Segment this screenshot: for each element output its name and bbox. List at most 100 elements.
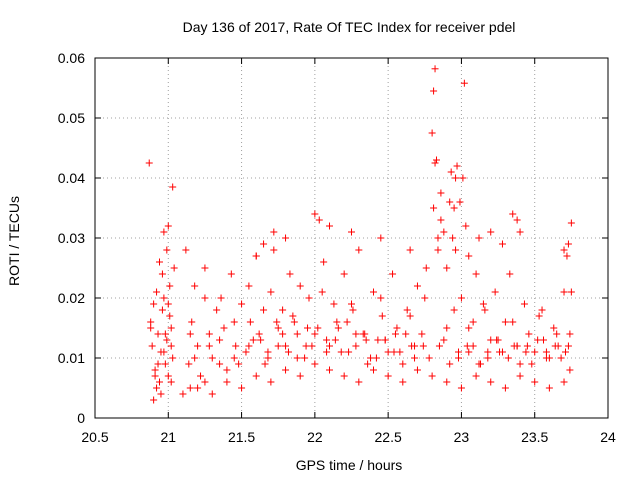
- data-point: [249, 336, 257, 344]
- data-point: [154, 330, 162, 338]
- data-point: [421, 294, 429, 302]
- data-point: [377, 294, 385, 302]
- data-point: [252, 252, 260, 260]
- x-tick-labels: 20.5 21 21.5 22 22.5 23 23.5 24: [81, 429, 616, 445]
- data-point: [399, 360, 407, 368]
- x-tick-label: 23: [454, 429, 470, 445]
- data-point: [540, 336, 548, 344]
- data-point: [498, 348, 506, 356]
- data-point: [337, 348, 345, 356]
- data-point: [326, 366, 334, 374]
- data-point: [563, 252, 571, 260]
- data-point: [487, 336, 495, 344]
- data-point: [179, 390, 187, 398]
- data-point: [330, 300, 338, 308]
- data-point: [274, 342, 282, 350]
- data-point: [535, 312, 543, 320]
- data-point: [440, 228, 448, 236]
- data-point: [289, 312, 297, 320]
- data-point: [155, 258, 163, 266]
- data-point: [545, 384, 553, 392]
- data-point: [460, 79, 468, 87]
- data-point: [217, 294, 225, 302]
- data-point: [389, 270, 397, 278]
- data-point: [520, 300, 528, 308]
- data-point: [166, 312, 174, 320]
- data-point: [516, 360, 524, 368]
- data-point: [362, 336, 370, 344]
- data-point: [465, 252, 473, 260]
- data-point: [567, 219, 575, 227]
- data-point: [274, 324, 282, 332]
- data-point: [393, 324, 401, 332]
- y-tick-label: 0.05: [58, 110, 85, 126]
- data-point: [428, 372, 436, 380]
- data-point: [564, 342, 572, 350]
- data-point: [161, 360, 169, 368]
- data-point: [293, 354, 301, 362]
- data-point: [425, 354, 433, 362]
- data-point: [440, 336, 448, 344]
- data-point: [279, 330, 287, 338]
- data-point: [422, 264, 430, 272]
- data-point: [340, 270, 348, 278]
- data-point: [230, 354, 238, 362]
- data-point: [484, 354, 492, 362]
- data-point: [431, 65, 439, 73]
- data-point: [525, 330, 533, 338]
- data-point: [323, 336, 331, 344]
- data-point: [186, 384, 194, 392]
- data-point: [567, 288, 575, 296]
- data-point: [352, 330, 360, 338]
- data-point: [167, 342, 175, 350]
- data-point: [284, 348, 292, 356]
- x-tick-label: 23.5: [521, 429, 548, 445]
- data-point: [227, 270, 235, 278]
- data-point: [560, 288, 568, 296]
- data-point: [326, 222, 334, 230]
- data-point: [238, 384, 246, 392]
- data-point: [282, 342, 290, 350]
- data-point: [160, 228, 168, 236]
- data-point: [273, 318, 281, 326]
- data-point: [406, 246, 414, 254]
- data-point: [506, 270, 514, 278]
- data-point: [513, 216, 521, 224]
- data-point: [352, 342, 360, 350]
- data-point: [349, 306, 357, 314]
- data-point: [161, 330, 169, 338]
- data-point: [333, 318, 341, 326]
- data-point: [270, 228, 278, 236]
- data-point: [509, 210, 517, 218]
- data-point: [434, 234, 442, 242]
- data-point: [542, 354, 550, 362]
- data-point: [454, 348, 462, 356]
- data-point: [264, 354, 272, 362]
- data-point: [434, 246, 442, 254]
- data-point: [185, 360, 193, 368]
- data-point: [453, 162, 461, 170]
- data-point: [443, 324, 451, 332]
- data-point: [315, 216, 323, 224]
- data-point: [182, 246, 190, 254]
- data-point: [542, 348, 550, 356]
- data-point: [223, 366, 231, 374]
- data-point: [435, 342, 443, 350]
- data-point: [164, 222, 172, 230]
- data-point: [238, 300, 246, 308]
- data-point: [223, 378, 231, 386]
- x-axis-label: GPS time / hours: [296, 457, 403, 473]
- data-point: [151, 372, 159, 380]
- data-point: [148, 342, 156, 350]
- data-point: [437, 189, 445, 197]
- data-point: [377, 234, 385, 242]
- data-point: [516, 228, 524, 236]
- data-point: [301, 354, 309, 362]
- y-tick-label: 0.01: [58, 350, 85, 366]
- data-point: [504, 354, 512, 362]
- data-point: [191, 282, 199, 290]
- data-point: [245, 282, 253, 290]
- data-point: [402, 330, 410, 338]
- data-point: [381, 336, 389, 344]
